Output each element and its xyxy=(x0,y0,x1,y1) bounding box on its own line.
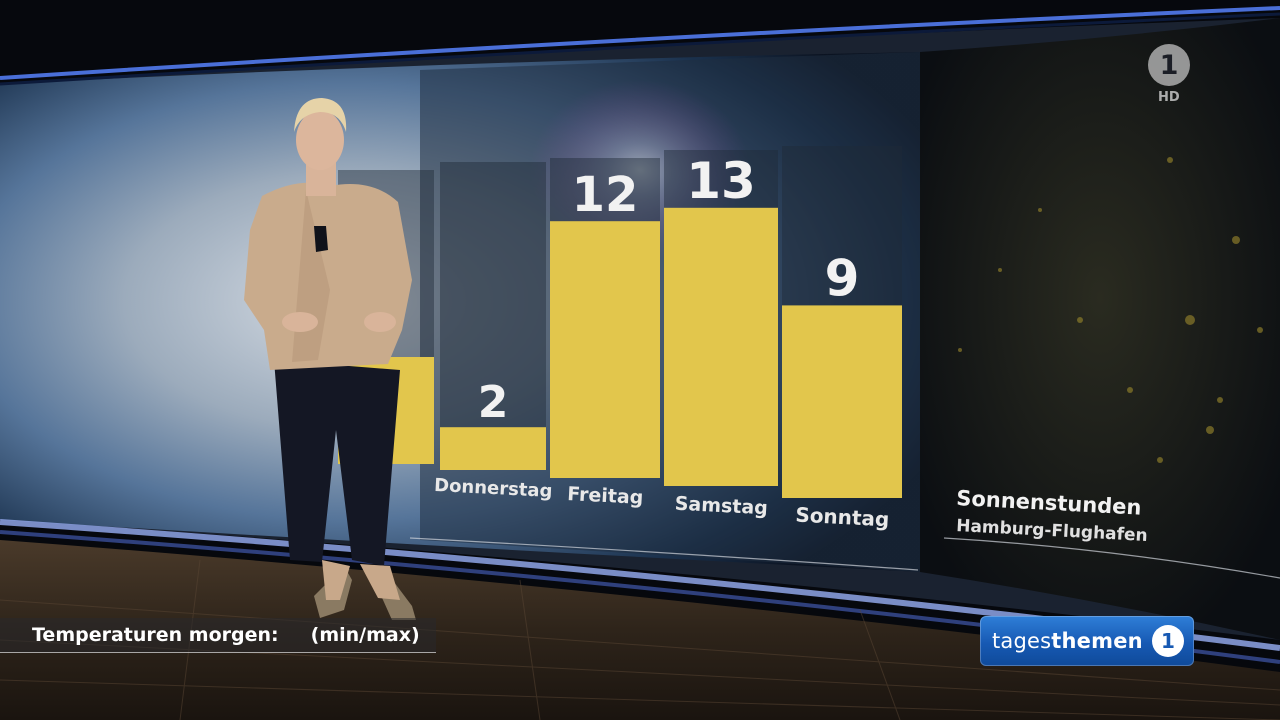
category-label-3: Freitag xyxy=(567,483,644,509)
ard-one-logo-icon: 1 HD xyxy=(1146,44,1192,108)
bar-value-4: 13 xyxy=(686,152,756,210)
bar-value-labels: 2 12 13 9 xyxy=(478,152,860,428)
bar-4 xyxy=(664,207,778,487)
brand-part-1: tages xyxy=(992,629,1052,653)
lower-third-ticker: Temperaturen morgen: (min/max) xyxy=(0,618,436,653)
bar-2 xyxy=(440,427,546,470)
channel-logo-circle: 1 xyxy=(1148,44,1190,86)
ticker-label: Temperaturen morgen: xyxy=(32,624,279,646)
bar-column-bg-2 xyxy=(440,162,546,470)
brand-wordmark: tagesthemen xyxy=(992,629,1143,653)
tagesthemen-logo: tagesthemen 1 xyxy=(980,616,1194,666)
category-label-4: Samstag xyxy=(674,493,768,520)
category-label-5: Sonntag xyxy=(795,503,890,532)
bar-value-3: 12 xyxy=(572,167,639,223)
hd-badge: HD xyxy=(1158,90,1180,105)
brand-part-2: themen xyxy=(1051,629,1143,653)
ard-one-circle-icon: 1 xyxy=(1152,625,1184,657)
bar-5 xyxy=(782,305,902,498)
channel-mark: 1 xyxy=(1159,49,1179,81)
bar-value-5: 9 xyxy=(825,249,860,307)
bar-value-2: 2 xyxy=(478,377,509,428)
brand-mark: 1 xyxy=(1161,629,1175,653)
bar-3 xyxy=(550,221,660,478)
ticker-unit: (min/max) xyxy=(310,624,420,646)
